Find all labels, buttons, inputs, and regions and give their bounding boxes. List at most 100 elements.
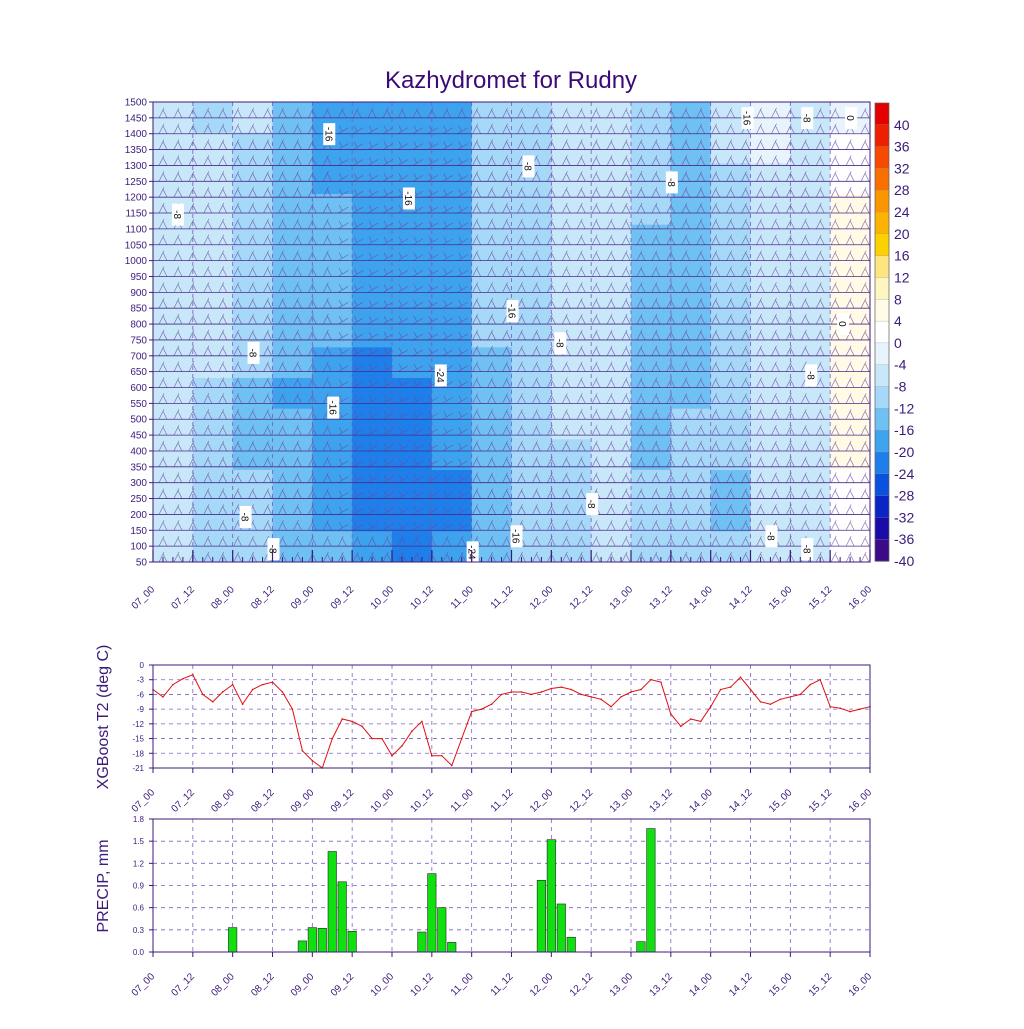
temperature-cell [591, 286, 632, 318]
wind-barb [487, 282, 496, 293]
wind-barb [412, 125, 424, 135]
wind-barb [681, 361, 691, 372]
wind-barb [786, 409, 795, 420]
wind-barb [845, 361, 855, 372]
wind-barb [278, 345, 287, 356]
x-tick-label: 08_12 [249, 787, 277, 815]
wind-barb [382, 426, 394, 436]
wind-barb [576, 171, 586, 182]
wind-barb [741, 424, 750, 436]
wind-barb [726, 102, 735, 103]
wind-barb [771, 202, 780, 214]
wind-barb [442, 442, 453, 452]
wind-barb [322, 377, 332, 388]
wind-barb [561, 218, 571, 230]
wind-barb [412, 522, 424, 531]
y-tick-label: 1500 [125, 98, 148, 109]
wind-barb [412, 490, 424, 499]
temperature-cell [670, 531, 712, 562]
wind-barb [547, 155, 556, 166]
x-tick-label: 12_12 [568, 787, 596, 815]
wind-barb [547, 202, 556, 214]
wind-barb [561, 535, 571, 547]
wind-barb [367, 315, 379, 325]
wind-barb [532, 361, 541, 372]
temperature-cell [790, 163, 831, 195]
wind-barb [263, 313, 272, 325]
wind-barb [188, 472, 198, 483]
wind-barb [830, 504, 840, 515]
wind-barb [666, 139, 676, 150]
wind-barb [696, 488, 706, 499]
wind-barb [293, 298, 302, 309]
wind-barb [427, 189, 439, 198]
wind-barb [606, 551, 616, 562]
wind-barb [547, 266, 556, 277]
y-tick-label: 0.3 [133, 926, 145, 935]
wind-barb [337, 107, 347, 119]
contour-label-text: -8 [665, 178, 676, 187]
temperature-cell [272, 286, 313, 318]
wind-barb [487, 123, 496, 134]
wind-barb [293, 393, 302, 404]
contour-label-box [522, 155, 535, 178]
wind-barb [173, 139, 183, 150]
wind-barb [696, 409, 706, 420]
wind-barb [845, 424, 855, 436]
wind-barb [621, 139, 631, 150]
wind-barb [293, 424, 302, 436]
wind-barb [576, 187, 586, 198]
wind-barb [561, 504, 571, 515]
wind-barb [681, 234, 691, 245]
wind-barb [800, 298, 810, 309]
wind-barb [173, 551, 183, 562]
wind-barb [203, 440, 213, 452]
wind-barb [860, 424, 870, 436]
temperature-cell [670, 255, 712, 287]
wind-barb [502, 504, 511, 515]
y-tick-label: -15 [132, 735, 144, 744]
wind-barb [860, 187, 870, 198]
wind-barb [173, 535, 183, 547]
wind-barb [651, 123, 661, 134]
wind-barb [397, 458, 409, 468]
wind-barb [606, 329, 616, 341]
precip-bar [646, 828, 656, 953]
wind-barb [158, 139, 168, 150]
wind-barb [338, 347, 349, 357]
wind-barb [845, 155, 855, 166]
wind-barb [666, 123, 676, 134]
x-tick-label: 11_00 [449, 787, 476, 814]
y-tick-label: 0.6 [133, 904, 145, 913]
wind-barb [233, 282, 243, 293]
wind-barb [338, 284, 349, 293]
wind-barb [173, 155, 183, 166]
wind-barb [666, 424, 676, 436]
wind-barb [636, 202, 646, 214]
wind-barb [651, 345, 661, 356]
wind-barb [308, 234, 317, 245]
wind-barb [502, 155, 511, 166]
temperature-cell [830, 194, 870, 226]
wind-barb [173, 361, 183, 372]
wind-barb [353, 442, 364, 452]
wind-barb [532, 298, 541, 309]
temperature-cell [431, 163, 473, 195]
wind-barb [412, 379, 424, 388]
wind-barb [338, 490, 349, 499]
wind-barb [457, 268, 468, 277]
y-axis-ticks: 1500145014001350130012501200115011001050… [125, 98, 153, 569]
wind-barb [561, 472, 571, 483]
wind-barb [547, 123, 556, 134]
wind-barb [457, 315, 468, 325]
x-tick-label: 07_00 [130, 584, 158, 612]
y-tick-label: -21 [132, 764, 144, 773]
wind-barb [532, 139, 541, 150]
wind-barb [412, 411, 424, 420]
wind-barb [367, 474, 379, 483]
precip-bar [437, 907, 447, 953]
wind-barb [815, 329, 825, 341]
wind-barb [203, 361, 213, 372]
wind-barb [696, 377, 706, 388]
